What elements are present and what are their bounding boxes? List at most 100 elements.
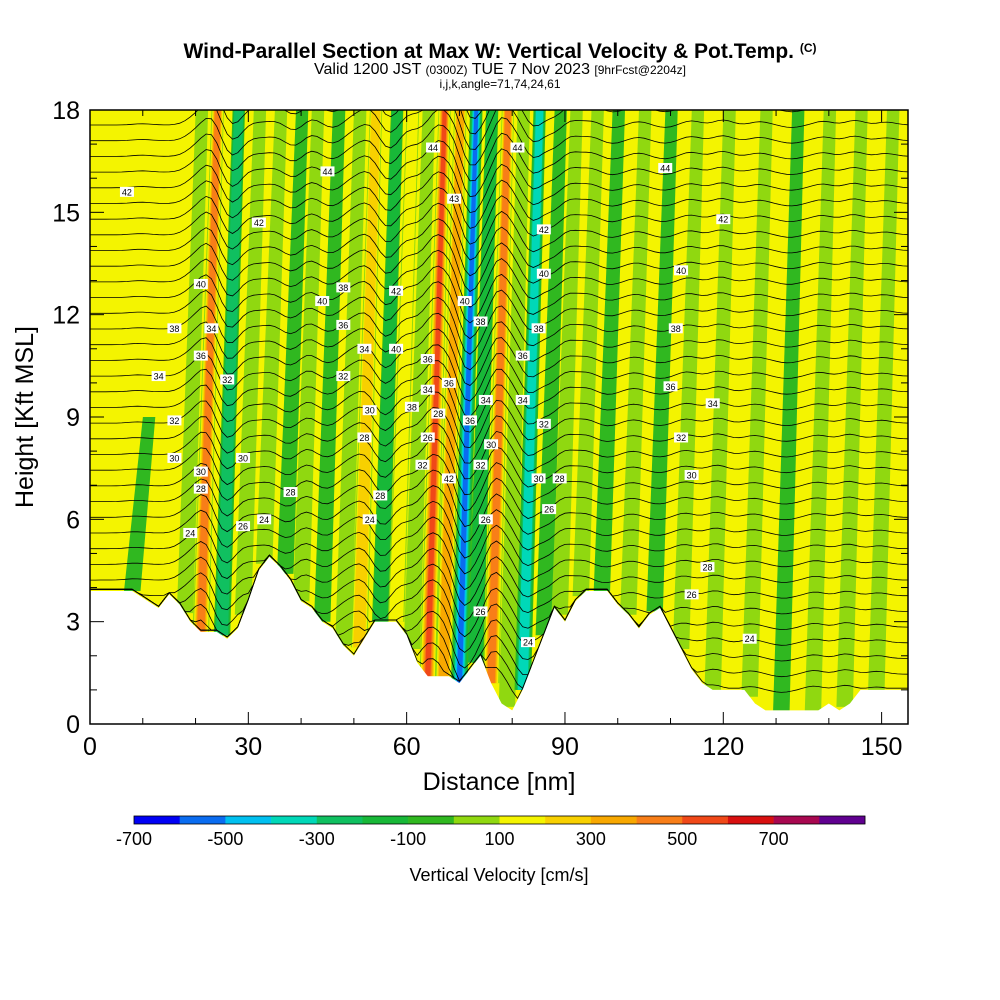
theta-contour [90,171,908,229]
contour-label: 38 [336,282,351,293]
velocity-band [468,110,498,663]
colorbar-tick-label: -700 [116,829,152,849]
theta-contour [90,547,908,606]
theta-contour [90,312,908,371]
contour-label: 30 [236,452,251,463]
contour-label-text: 28 [359,433,369,443]
velocity-band [804,110,837,711]
contour-label: 26 [478,514,493,525]
contour-label: 44 [320,166,335,177]
velocity-band [704,110,736,690]
contour-label: 30 [684,469,699,480]
contour-label: 38 [167,323,182,334]
contour-label: 24 [521,637,536,648]
contour-label-text: 26 [476,607,486,617]
contour-label: 26 [236,521,251,532]
contour-label-text: 30 [169,453,179,463]
colorbar-swatch [545,816,592,824]
theta-contour [90,281,908,340]
contour-label-text: 36 [666,382,676,392]
colorbar-swatch [362,816,409,824]
colorbar-swatch [819,816,866,824]
contour-label: 40 [674,265,689,276]
contour-label-text: 30 [486,440,496,450]
contour-label-text: 28 [702,563,712,573]
contour-label-text: 34 [359,344,369,354]
contour-label-text: 28 [433,409,443,419]
colorbar-tick-label: -300 [299,829,335,849]
contour-label: 28 [373,490,388,501]
contour-label-text: 44 [428,143,438,153]
contour-label-text: 40 [317,297,327,307]
theta-contour [90,234,908,293]
theta-contour [90,124,908,182]
contour-label-text: 36 [465,416,475,426]
contour-label: 32 [167,415,182,426]
colorbar-frame [133,815,866,825]
velocity-band [314,110,346,622]
contour-label: 28 [283,487,298,498]
contour-label: 36 [336,319,351,330]
valid-utc: (0300Z) [425,63,468,77]
colorbar-swatch [636,816,683,824]
velocity-band [646,110,678,612]
contour-label-text: 24 [523,638,533,648]
contour-label: 30 [193,466,208,477]
contour-label-text: 44 [512,143,522,153]
contour-label-text: 32 [169,416,179,426]
colorbar-swatch [773,816,820,824]
contour-label: 32 [415,459,430,470]
contour-label-text: 34 [518,395,528,405]
theta-contour [90,554,908,622]
velocity-band [255,110,288,564]
contour-label: 34 [204,323,219,334]
colorbar-swatch [408,816,455,824]
theta-contour [90,360,908,418]
theta-contour [223,110,806,135]
colorbar-tick-label: -500 [207,829,243,849]
copyright-mark: (C) [799,41,817,55]
theta-contour [90,344,908,402]
contour-label: 26 [473,606,488,617]
theta-contour [90,110,908,150]
colorbar-swatch [727,816,774,824]
theta-contour [90,554,908,638]
colorbar-tick-label: 300 [576,829,606,849]
theta-contour [90,328,908,386]
contour-label-text: 34 [206,324,216,334]
y-tick-label: 0 [66,711,80,739]
y-tick-label: 3 [66,609,80,637]
velocity-band [353,110,381,648]
contour-label-text: 42 [444,474,454,484]
contour-label-text: 30 [365,406,375,416]
velocity-band [197,110,221,632]
contour-label-text: 34 [154,372,164,382]
contour-label: 44 [426,142,441,153]
contour-label: 36 [515,350,530,361]
contour-label-text: 36 [423,355,433,365]
contour-label: 40 [536,268,551,279]
contour-label-text: 40 [460,297,470,307]
contour-label: 36 [663,381,678,392]
y-tick-label: 18 [52,97,80,125]
contour-label: 30 [531,473,546,484]
contour-label: 34 [515,394,530,405]
x-tick-label: 0 [83,733,97,761]
potential-temperature-contours [90,110,908,700]
contour-label-text: 36 [196,351,206,361]
contour-label: 28 [357,432,372,443]
contour-label: 40 [389,343,404,354]
contour-label-text: 42 [122,187,132,197]
colorbar-swatch [316,816,363,824]
velocity-band [593,110,625,591]
contour-label: 28 [193,483,208,494]
colorbar-swatch [271,816,318,824]
contour-label-text: 43 [449,194,459,204]
contour-label: 32 [473,459,488,470]
contour-label: 30 [362,405,377,416]
contour-label-text: 40 [196,279,206,289]
contour-label: 24 [183,527,198,538]
velocity-band [535,110,567,636]
title-block: Wind-Parallel Section at Max W: Vertical… [0,36,1000,90]
colorbar: -700 -500 -300 -100 100 300 500 700 [116,815,866,849]
